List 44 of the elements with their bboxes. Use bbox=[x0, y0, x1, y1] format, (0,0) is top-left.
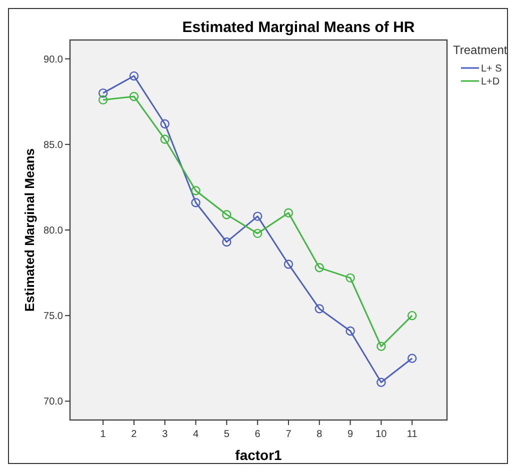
point bbox=[129, 71, 139, 81]
point bbox=[407, 354, 417, 363]
point bbox=[376, 342, 386, 351]
y-tick-label: 70.0 bbox=[44, 396, 64, 408]
point bbox=[346, 273, 355, 283]
y-tick-label: 80.0 bbox=[44, 226, 64, 236]
chart-title: Estimated Marginal Means of HR bbox=[182, 19, 415, 36]
point bbox=[191, 198, 200, 208]
point bbox=[252, 228, 262, 238]
point bbox=[160, 134, 170, 144]
point bbox=[346, 326, 355, 336]
x-tick-label: 2 bbox=[131, 429, 138, 440]
point bbox=[98, 95, 108, 105]
x-tick-label: 1 bbox=[100, 429, 106, 440]
x-axis-title: factor1 bbox=[235, 447, 282, 463]
point bbox=[191, 186, 200, 196]
point bbox=[284, 208, 294, 218]
y-tick-label: 85.0 bbox=[44, 140, 64, 151]
y-axis-title: Estimated Marginal Means bbox=[22, 148, 37, 312]
x-tick-label: 6 bbox=[254, 429, 261, 440]
point bbox=[376, 378, 386, 387]
point bbox=[314, 263, 324, 272]
x-tick-label: 7 bbox=[286, 429, 292, 440]
point bbox=[222, 210, 232, 220]
point bbox=[252, 212, 262, 221]
point bbox=[284, 260, 294, 269]
legend-label: L+D bbox=[481, 76, 500, 88]
y-tick-label: 90.0 bbox=[44, 54, 64, 66]
y-tick-label: 75.0 bbox=[44, 311, 64, 322]
point bbox=[160, 119, 170, 128]
x-tick-label: 5 bbox=[224, 429, 230, 440]
point bbox=[222, 237, 232, 247]
x-tick-label: 11 bbox=[406, 429, 418, 440]
point bbox=[98, 88, 108, 98]
point bbox=[129, 92, 139, 102]
x-tick-label: 3 bbox=[162, 429, 168, 440]
point bbox=[314, 304, 324, 314]
point bbox=[407, 310, 417, 320]
x-tick-label: 9 bbox=[347, 429, 354, 440]
x-tick-label: 4 bbox=[192, 429, 199, 440]
x-tick-label: 10 bbox=[376, 429, 388, 440]
legend-title: Treatment bbox=[453, 43, 508, 57]
x-tick-label: 8 bbox=[316, 429, 323, 440]
legend-label: L+ S bbox=[481, 64, 502, 74]
